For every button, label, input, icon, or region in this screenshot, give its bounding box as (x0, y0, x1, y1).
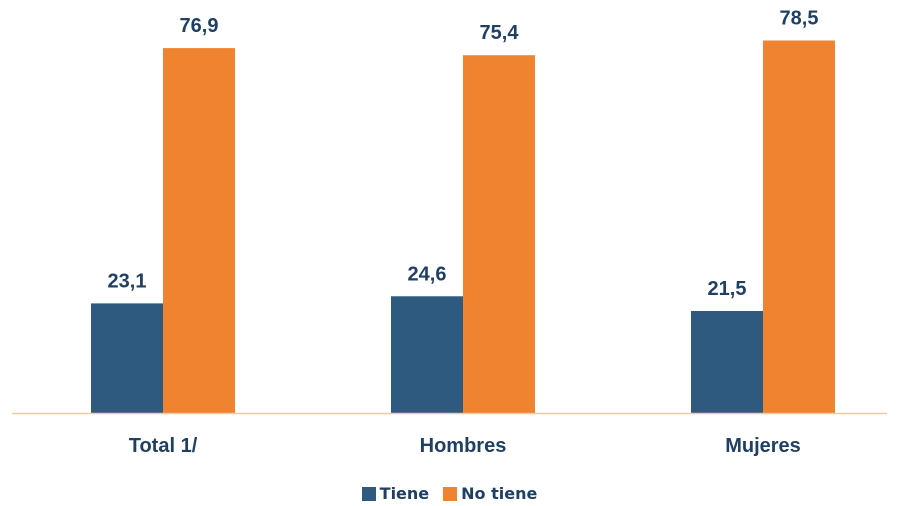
legend-swatch-no-tiene (443, 486, 458, 501)
bars-layer (91, 40, 835, 414)
legend: Tiene No tiene (0, 484, 899, 503)
legend-label-no-tiene: No tiene (461, 484, 538, 503)
category-labels-layer: Total 1/Hombres Mujeres (129, 435, 801, 457)
bar-tiene-hombres (391, 296, 463, 413)
bar-no-tiene-hombres (463, 55, 535, 414)
legend-swatch-tiene (361, 486, 376, 501)
data-label-tiene-total-1: 23,1 (108, 270, 147, 292)
bar-no-tiene-total-1 (163, 48, 235, 414)
data-label-no-tiene-total-1: 76,9 (180, 15, 219, 37)
category-label-total-1: Total 1/ (129, 435, 198, 457)
data-label-tiene-hombres: 24,6 (408, 263, 447, 285)
data-label-no-tiene-mujeres: 78,5 (780, 8, 819, 30)
data-label-tiene-mujeres: 21,5 (708, 278, 747, 300)
data-labels-layer: 23,1 76,9 24,6 75,4 21,5 78,5 (108, 8, 819, 300)
bar-chart: 23,1 76,9 24,6 75,4 21,5 78,5 Total 1/Hombres… (12, 8, 887, 457)
category-label-mujeres: Mujeres (725, 435, 801, 457)
legend-item-tiene: Tiene (361, 484, 430, 503)
legend-item-no-tiene: No tiene (443, 484, 537, 503)
bar-tiene-mujeres (691, 310, 763, 413)
category-label-hombres: Hombres (420, 435, 507, 457)
legend-label-tiene: Tiene (379, 484, 430, 503)
bar-no-tiene-mujeres (763, 40, 835, 414)
data-label-no-tiene-hombres: 75,4 (480, 22, 520, 44)
bar-tiene-total-1 (91, 303, 163, 413)
